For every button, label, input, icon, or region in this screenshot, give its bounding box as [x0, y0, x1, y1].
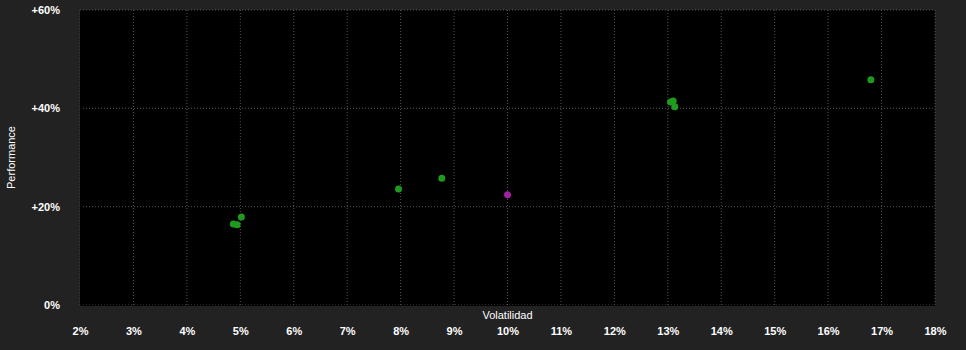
- x-tick: 16%: [818, 305, 840, 337]
- grid-line: [80, 206, 935, 207]
- grid-line: [80, 305, 935, 306]
- x-tick-label: 17%: [871, 325, 893, 337]
- x-tick: 12%: [604, 305, 626, 337]
- x-tick: 15%: [764, 305, 786, 337]
- grid-line: [80, 10, 935, 11]
- point: [234, 221, 241, 228]
- plot-area: [80, 10, 935, 305]
- x-tick-label: 14%: [711, 325, 733, 337]
- x-tick: 3%: [126, 305, 142, 337]
- y-tick: 0%: [44, 299, 80, 311]
- x-tick: 9%: [447, 305, 463, 337]
- point: [238, 213, 245, 220]
- x-tick-label: 5%: [233, 325, 249, 337]
- x-tick-label: 6%: [286, 325, 302, 337]
- x-tick-label: 3%: [126, 325, 142, 337]
- x-axis-title: Volatilidad: [482, 309, 532, 321]
- x-tick-label: 18%: [924, 325, 946, 337]
- grid-line: [614, 10, 615, 305]
- y-axis-title: Performance: [5, 126, 17, 189]
- x-tick: 2%: [73, 305, 89, 337]
- point: [670, 97, 677, 104]
- x-tick: 13%: [657, 305, 679, 337]
- x-tick: 14%: [711, 305, 733, 337]
- point: [504, 191, 511, 198]
- x-tick: 18%: [924, 305, 946, 337]
- x-tick-label: 8%: [393, 325, 409, 337]
- x-tick-label: 11%: [551, 325, 573, 337]
- point: [671, 103, 678, 110]
- point: [438, 175, 445, 182]
- x-tick: 17%: [871, 305, 893, 337]
- x-tick: 8%: [393, 305, 409, 337]
- x-tick-label: 13%: [657, 325, 679, 337]
- grid-line: [454, 10, 455, 305]
- grid-line: [774, 10, 775, 305]
- grid-line: [133, 10, 134, 305]
- grid: [80, 10, 935, 305]
- x-tick: 7%: [340, 305, 356, 337]
- x-tick-label: 7%: [340, 325, 356, 337]
- x-tick-label: 16%: [818, 325, 840, 337]
- y-tick: +20%: [32, 201, 80, 213]
- grid-line: [400, 10, 401, 305]
- grid-line: [667, 10, 668, 305]
- x-tick-label: 9%: [447, 325, 463, 337]
- y-tick-label: 0%: [44, 299, 60, 311]
- y-tick-label: +40%: [32, 102, 61, 114]
- x-tick: 6%: [286, 305, 302, 337]
- grid-line: [507, 10, 508, 305]
- grid-line: [80, 10, 81, 305]
- background: [0, 0, 966, 350]
- y-tick-label: +20%: [32, 201, 61, 213]
- grid-line: [828, 10, 829, 305]
- y-tick: +60%: [32, 4, 80, 16]
- point: [395, 185, 402, 192]
- x-tick-label: 15%: [764, 325, 786, 337]
- grid-line: [347, 10, 348, 305]
- x-tick-label: 10%: [497, 325, 519, 337]
- x-axis-line: [81, 305, 936, 306]
- grid-line: [721, 10, 722, 305]
- grid-line: [881, 10, 882, 305]
- x-tick-label: 12%: [604, 325, 626, 337]
- grid-line: [240, 10, 241, 305]
- grid-line: [80, 108, 935, 109]
- x-tick: 11%: [551, 305, 573, 337]
- x-tick: 5%: [233, 305, 249, 337]
- grid-line: [186, 10, 187, 305]
- y-tick: +40%: [32, 102, 80, 114]
- point: [867, 76, 874, 83]
- grid-line: [293, 10, 294, 305]
- points: [230, 76, 875, 228]
- x-tick-label: 2%: [73, 325, 89, 337]
- grid-line: [935, 10, 936, 305]
- x-tick: 4%: [179, 305, 195, 337]
- y-axis-line: [80, 11, 81, 306]
- x-tick-label: 4%: [179, 325, 195, 337]
- y-axis: 0% +20% +40% +60%: [32, 4, 81, 311]
- plot: 2% 3% 4% 5% 6% 7% 8% 9% 10% 11% 12% 13% 14% 15% 16% 17%…: [32, 4, 947, 337]
- y-tick-label: +60%: [32, 4, 61, 16]
- grid-line: [560, 10, 561, 305]
- x-axis: 2% 3% 4% 5% 6% 7% 8% 9% 10% 11% 12% 13% 14% 15% 16% 17%…: [73, 305, 947, 337]
